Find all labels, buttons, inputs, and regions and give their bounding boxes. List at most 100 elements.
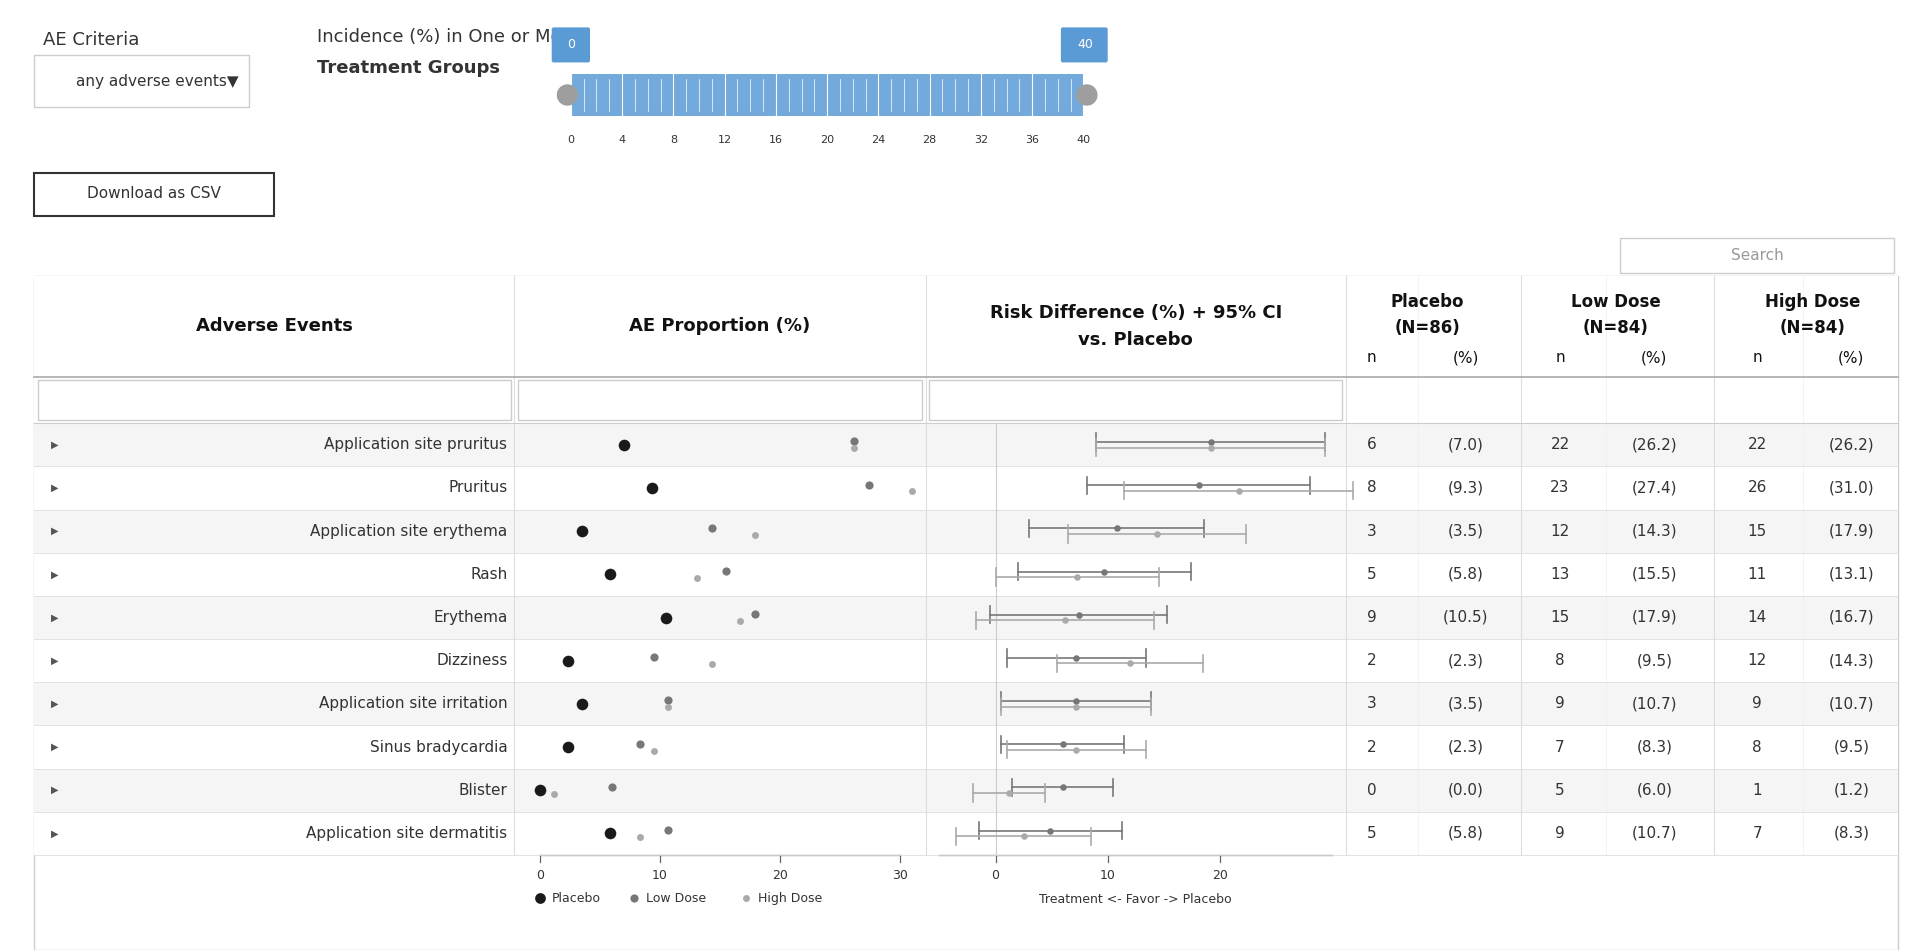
Text: 11: 11 (1747, 567, 1766, 581)
Text: Treatment Groups: Treatment Groups (317, 59, 499, 77)
Text: (10.7): (10.7) (1828, 696, 1874, 712)
Text: Adverse Events: Adverse Events (196, 317, 353, 335)
Text: 0: 0 (991, 869, 1000, 882)
Point (553, 739, 584, 754)
Text: ▶: ▶ (52, 440, 60, 449)
Text: (2.3): (2.3) (1448, 739, 1484, 754)
Text: 20: 20 (772, 869, 787, 882)
Point (739, 606, 770, 621)
Point (1062, 569, 1092, 584)
Text: 9: 9 (1555, 696, 1565, 712)
Text: 0: 0 (566, 38, 574, 51)
Point (653, 693, 684, 708)
Text: ▶: ▶ (52, 828, 60, 839)
Text: ▶: ▶ (52, 526, 60, 536)
Point (1048, 736, 1079, 751)
Text: ▶: ▶ (52, 613, 60, 622)
Text: 40: 40 (1077, 38, 1092, 51)
Text: 23: 23 (1549, 481, 1571, 496)
Text: (17.9): (17.9) (1632, 610, 1676, 625)
Text: 40: 40 (1077, 135, 1091, 144)
Point (1062, 651, 1092, 666)
FancyBboxPatch shape (929, 380, 1342, 420)
FancyBboxPatch shape (35, 173, 275, 216)
Point (595, 826, 626, 841)
Text: 12: 12 (1549, 523, 1571, 539)
Text: (10.7): (10.7) (1632, 826, 1676, 841)
Text: (9.3): (9.3) (1448, 481, 1484, 496)
Text: (14.3): (14.3) (1828, 654, 1874, 668)
Text: ▶: ▶ (52, 569, 60, 580)
Point (1062, 699, 1092, 714)
Point (1116, 656, 1146, 671)
Point (624, 736, 655, 751)
Text: 1: 1 (1753, 783, 1763, 798)
Text: 8: 8 (1555, 654, 1565, 668)
Text: 10: 10 (653, 869, 668, 882)
Text: (8.3): (8.3) (1834, 826, 1870, 841)
Text: (9.5): (9.5) (1636, 654, 1672, 668)
Text: 10: 10 (1100, 869, 1116, 882)
Text: 28: 28 (922, 135, 937, 144)
Text: 2: 2 (1367, 739, 1377, 754)
Point (609, 437, 639, 452)
Text: Erythema: Erythema (434, 610, 507, 625)
Text: 9: 9 (1555, 826, 1565, 841)
Point (524, 882, 555, 897)
Text: 5: 5 (1367, 567, 1377, 581)
Point (726, 614, 756, 629)
Point (697, 520, 728, 535)
Text: (5.8): (5.8) (1448, 567, 1484, 581)
Text: (3.5): (3.5) (1448, 696, 1484, 712)
Point (595, 567, 626, 582)
Text: 8: 8 (1367, 481, 1377, 496)
FancyBboxPatch shape (38, 380, 511, 420)
Text: 16: 16 (768, 135, 783, 144)
Text: Search: Search (1730, 248, 1784, 263)
Text: (0.0): (0.0) (1448, 783, 1484, 798)
Text: (1.2): (1.2) (1834, 783, 1870, 798)
Bar (35, 276, 1897, 376)
Point (1142, 526, 1173, 542)
Text: 20: 20 (1212, 869, 1227, 882)
Bar (35, 423, 1897, 466)
Text: 15: 15 (1549, 610, 1571, 625)
Point (1064, 607, 1094, 622)
Text: 30: 30 (893, 869, 908, 882)
Text: Download as CSV: Download as CSV (86, 186, 221, 201)
Text: ▶: ▶ (52, 656, 60, 666)
Bar (570, 74, 1083, 116)
Text: (27.4): (27.4) (1632, 481, 1676, 496)
Text: Application site irritation: Application site irritation (319, 696, 507, 712)
Text: 13: 13 (1549, 567, 1571, 581)
Point (839, 434, 870, 449)
Text: Sinus bradycardia: Sinus bradycardia (371, 739, 507, 754)
Text: ▶: ▶ (52, 483, 60, 493)
Text: Pruritus: Pruritus (447, 481, 507, 496)
Text: 8: 8 (670, 135, 678, 144)
Text: 24: 24 (872, 135, 885, 144)
Text: 15: 15 (1747, 523, 1766, 539)
Bar (35, 509, 1897, 553)
Point (739, 527, 770, 542)
Text: (N=86): (N=86) (1394, 319, 1459, 337)
Text: (31.0): (31.0) (1828, 481, 1874, 496)
Text: Application site dermatitis: Application site dermatitis (307, 826, 507, 841)
Point (697, 656, 728, 672)
Point (566, 523, 597, 539)
Text: Low Dose: Low Dose (647, 892, 707, 904)
Point (710, 563, 741, 579)
Text: AE Proportion (%): AE Proportion (%) (630, 317, 810, 335)
Text: Dizziness: Dizziness (436, 654, 507, 668)
Text: n: n (1753, 350, 1763, 365)
Point (1062, 742, 1092, 757)
Text: (2.3): (2.3) (1448, 654, 1484, 668)
Text: (N=84): (N=84) (1780, 319, 1845, 337)
Point (653, 700, 684, 715)
Text: Application site pruritus: Application site pruritus (324, 437, 507, 452)
Point (1196, 434, 1227, 449)
Bar (35, 376, 1897, 423)
Text: (14.3): (14.3) (1632, 523, 1676, 539)
Bar (35, 682, 1897, 726)
Point (1050, 613, 1081, 628)
